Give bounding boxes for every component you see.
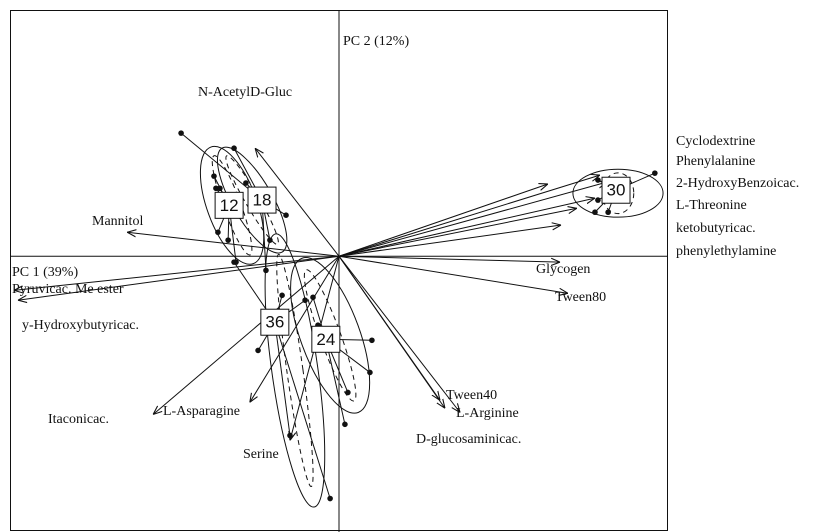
- arrow-label: Mannitol: [92, 214, 143, 229]
- loading-arrow: [255, 148, 340, 257]
- arrow-label: L-Asparagine: [163, 404, 240, 419]
- score-point: [369, 337, 375, 344]
- arrow-label: N-AcetylD-Gluc: [198, 85, 292, 100]
- score-point: [178, 130, 184, 136]
- group-label: 36: [265, 313, 284, 332]
- loading-arrow: [338, 175, 600, 257]
- score-point: [327, 495, 333, 502]
- score-point: [302, 297, 308, 304]
- score-point: [345, 389, 351, 396]
- loading-arrow: [338, 255, 568, 293]
- score-point: [652, 170, 658, 176]
- group-ellipse: [572, 168, 664, 218]
- spider-line: [325, 339, 346, 425]
- arrow-label: Glycogen: [536, 262, 590, 277]
- group-label-box: [214, 191, 244, 219]
- loading-arrow: [338, 184, 548, 257]
- group-label-box: [247, 186, 277, 214]
- arrow-label: L-Arginine: [456, 406, 519, 421]
- score-point: [595, 177, 601, 183]
- group-label: 24: [316, 330, 335, 349]
- score-point: [283, 212, 289, 218]
- score-point: [217, 185, 223, 192]
- loading-arrow: [153, 255, 340, 414]
- x-axis-label: PC 1 (39%): [12, 265, 78, 280]
- loading-arrow: [18, 255, 340, 300]
- spider-line: [274, 322, 291, 436]
- loading-arrow: [338, 225, 561, 257]
- group-ellipse-inner: [276, 253, 314, 488]
- group-ellipse: [264, 233, 326, 508]
- loading-arrow: [338, 208, 577, 257]
- arrow-label: Phenylalanine: [676, 154, 755, 169]
- score-point: [279, 292, 285, 299]
- score-point: [255, 347, 261, 354]
- score-point: [225, 237, 231, 243]
- loading-arrow: [338, 255, 445, 408]
- arrow-label: y-Hydroxybutyricac.: [22, 318, 139, 333]
- arrow-label: Serine: [243, 447, 279, 462]
- score-point: [342, 421, 348, 428]
- group-label-box: [311, 325, 341, 353]
- score-point: [215, 229, 221, 236]
- score-point: [231, 145, 237, 152]
- arrow-label: phenylethylamine: [676, 244, 776, 259]
- score-point: [263, 267, 269, 274]
- arrow-label: Itaconicac.: [48, 412, 109, 427]
- score-point: [595, 197, 601, 203]
- score-point: [367, 369, 373, 376]
- score-point: [605, 209, 611, 216]
- arrow-label: 2-HydroxyBenzoicac.: [676, 176, 799, 191]
- group-ellipse: [290, 257, 371, 414]
- score-point: [592, 209, 598, 216]
- score-point: [231, 259, 237, 265]
- arrow-label: D-glucosaminicac.: [416, 432, 521, 447]
- arrow-label: Tween40: [446, 388, 497, 403]
- arrow-label: Tween80: [555, 290, 606, 305]
- arrow-label: ketobutyricac.: [676, 221, 756, 236]
- arrow-label: Cyclodextrine: [676, 134, 755, 149]
- loading-arrow: [250, 255, 340, 402]
- loading-arrow: [338, 198, 595, 257]
- group-label: 12: [220, 196, 239, 215]
- group-label: 18: [253, 191, 272, 210]
- loading-arrow: [338, 255, 560, 262]
- score-point: [213, 185, 219, 192]
- arrow-label: L-Threonine: [676, 198, 747, 213]
- group-label: 30: [607, 181, 626, 200]
- score-point: [211, 173, 217, 179]
- group-label-box: [601, 176, 631, 204]
- spider-line: [274, 322, 331, 499]
- loading-arrow: [14, 255, 340, 290]
- loading-arrow: [338, 255, 460, 412]
- loading-arrow: [338, 182, 607, 257]
- y-axis-label: PC 2 (12%): [343, 34, 409, 49]
- group-label-box: [260, 308, 290, 336]
- loading-arrow: [127, 232, 340, 257]
- arrow-label: Pyruvicac. Me ester: [12, 282, 124, 297]
- score-point: [243, 180, 249, 186]
